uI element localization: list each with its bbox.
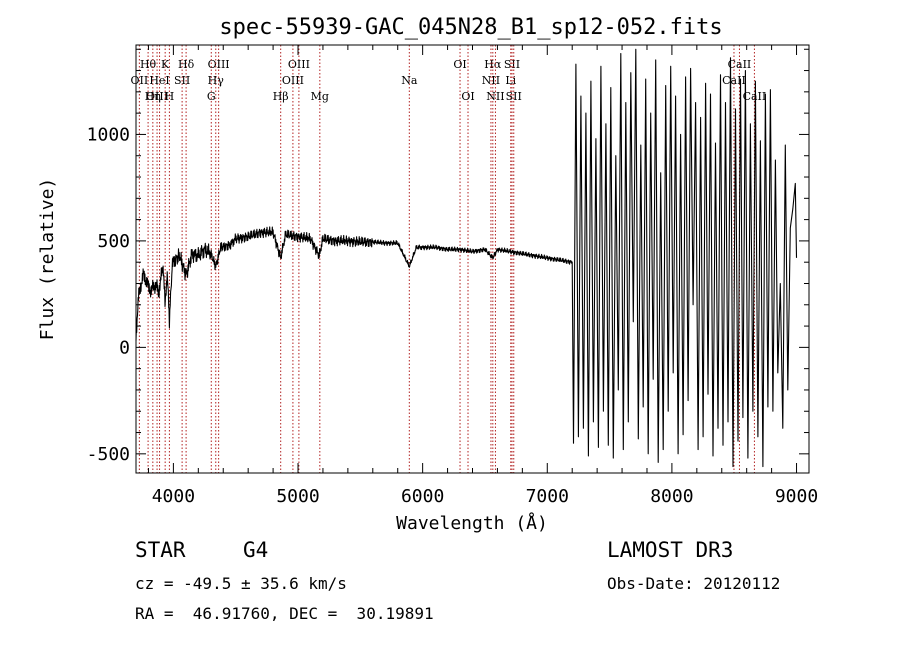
line-label: OIII xyxy=(208,58,230,71)
x-tick-label: 4000 xyxy=(152,486,195,507)
line-label: Mg xyxy=(311,90,329,103)
line-label: NII xyxy=(482,74,500,87)
line-label: CaII xyxy=(722,74,746,87)
spectrum-line xyxy=(135,48,798,468)
x-tick-label: 6000 xyxy=(401,486,444,507)
y-axis: -500 0 500 1000 xyxy=(87,48,809,465)
line-label: SII xyxy=(504,58,520,71)
y-axis-label: Flux (relative) xyxy=(37,178,58,341)
line-label: OII xyxy=(131,74,149,87)
object-class: STAR xyxy=(135,538,186,562)
plot-frame xyxy=(135,44,810,474)
line-label: H xyxy=(165,90,175,103)
line-label: SII xyxy=(174,74,190,87)
x-axis-label: Wavelength (Å) xyxy=(396,512,548,534)
line-label: K xyxy=(161,58,170,71)
line-label: SII xyxy=(506,90,522,103)
coordinates-text: RA = 46.91760, DEC = 30.19891 xyxy=(135,604,434,623)
line-label: NII xyxy=(486,90,504,103)
y-tick-label: 500 xyxy=(97,231,130,252)
survey-name: LAMOST DR3 xyxy=(607,538,734,562)
series-layer xyxy=(135,48,798,468)
x-axis: 4000 5000 6000 7000 8000 9000 xyxy=(147,45,818,507)
line-label: Li xyxy=(505,74,516,87)
x-tick-label: 9000 xyxy=(775,486,818,507)
y-tick-label: 0 xyxy=(119,337,130,358)
line-label: OI xyxy=(453,58,466,71)
line-label: Hη xyxy=(145,90,161,103)
line-label: G xyxy=(207,90,216,103)
line-label: OIII xyxy=(282,74,304,87)
line-label: Hα xyxy=(484,58,502,71)
line-label: CaII xyxy=(728,58,752,71)
x-tick-label: 7000 xyxy=(526,486,569,507)
x-tick-label: 8000 xyxy=(650,486,693,507)
line-label: OIII xyxy=(288,58,310,71)
redshift-text: cz = -49.5 ± 35.6 km/s xyxy=(135,574,347,593)
y-tick-label: -500 xyxy=(87,444,130,465)
line-label: Hβ xyxy=(273,90,289,103)
line-label: OIII xyxy=(146,90,168,103)
line-label: HeI xyxy=(149,74,169,87)
object-subclass: G4 xyxy=(243,538,269,562)
x-tick-label: 5000 xyxy=(276,486,319,507)
line-label: Hθ xyxy=(140,58,157,71)
obs-date-text: Obs-Date: 20120112 xyxy=(607,574,781,593)
chart-title: spec-55939-GAC_045N28_B1_sp12-052.fits xyxy=(219,15,722,40)
line-label: CaII xyxy=(743,90,767,103)
y-tick-label: 1000 xyxy=(87,124,130,145)
line-label: Na xyxy=(401,74,418,87)
line-label: OI xyxy=(461,90,474,103)
line-label: Hδ xyxy=(178,58,195,71)
line-label: Hγ xyxy=(208,74,225,87)
